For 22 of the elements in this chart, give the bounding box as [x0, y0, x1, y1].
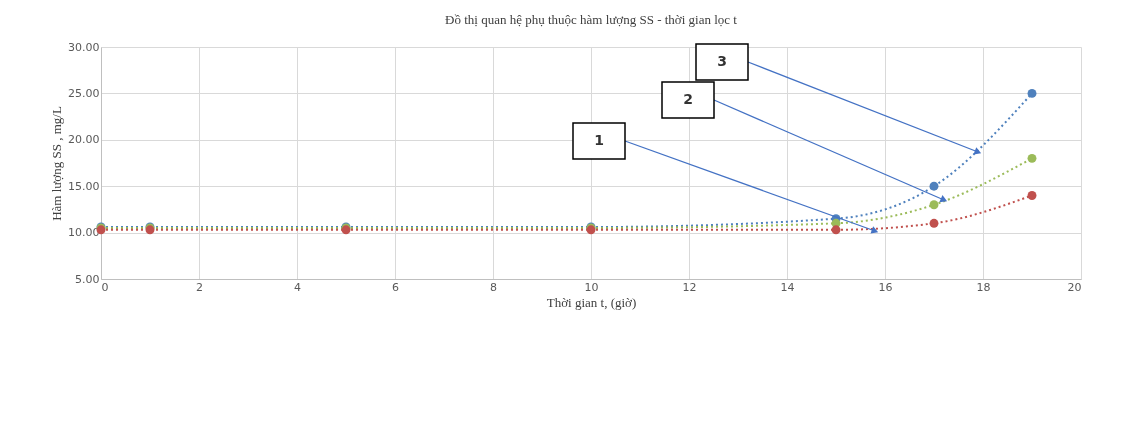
x-axis-title: Thời gian t, (giờ): [546, 294, 637, 310]
x-tick-label: 6: [392, 280, 399, 294]
annotation: 1: [594, 132, 604, 148]
x-tick-label: 10: [584, 280, 599, 294]
y-tick-label: 30.00: [68, 40, 100, 54]
x-tick-label: 8: [490, 280, 497, 294]
chart-title: Đồ thị quan hệ phụ thuộc hàm lượng SS - thời gian lọc t: [445, 12, 738, 27]
x-tick-label: 0: [101, 280, 109, 294]
y-tick-label: 25.00: [68, 86, 100, 100]
x-tick-label: 18: [976, 280, 991, 294]
y-tick-label: 5.00: [75, 272, 100, 286]
x-tick-label: 16: [878, 280, 893, 294]
x-tick-label: 12: [682, 280, 697, 294]
y-tick-label: 20.00: [68, 133, 100, 147]
x-tick-label: 20: [1067, 280, 1082, 294]
annotation: 3: [717, 53, 727, 69]
y-tick-label: 15.00: [68, 179, 100, 193]
x-tick-label: 4: [294, 280, 301, 294]
y-axis-title: Hàm lượng SS , mg/L: [49, 106, 65, 221]
x-tick-label: 2: [196, 280, 203, 294]
annotation: 2: [683, 91, 693, 107]
x-tick-label: 14: [780, 280, 795, 294]
